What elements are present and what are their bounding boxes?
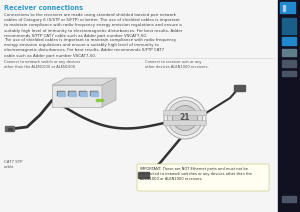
Text: 21: 21: [180, 113, 190, 123]
Bar: [57, 91, 65, 96]
Bar: [90, 91, 98, 96]
Ellipse shape: [167, 100, 202, 135]
Polygon shape: [102, 78, 116, 107]
Bar: [282, 196, 296, 202]
Polygon shape: [52, 78, 116, 85]
Bar: [100, 99, 103, 101]
Bar: [96, 99, 98, 101]
Bar: [80, 92, 86, 95]
FancyBboxPatch shape: [164, 120, 206, 126]
Bar: [91, 92, 98, 95]
Text: The use of shielded cables is important to maintain compliance with radio freque: The use of shielded cables is important …: [4, 38, 176, 58]
Bar: [79, 91, 87, 96]
Bar: [282, 71, 296, 76]
Ellipse shape: [172, 106, 197, 131]
Bar: [282, 60, 296, 67]
Text: Connections to the receivers are made using standard shielded twisted pair netwo: Connections to the receivers are made us…: [4, 13, 182, 38]
Bar: [283, 5, 285, 11]
Text: Connect to receiver unit or any
other devices ALEN1000 receivers.: Connect to receiver unit or any other de…: [145, 60, 208, 69]
Bar: [8, 128, 12, 130]
Text: IMPORTANT: These are NOT Ethernet ports and must not be
connected to network swi: IMPORTANT: These are NOT Ethernet ports …: [140, 167, 252, 181]
FancyBboxPatch shape: [5, 127, 14, 131]
Bar: [282, 18, 296, 34]
Bar: [278, 0, 300, 212]
FancyBboxPatch shape: [139, 173, 149, 179]
Text: CAT7 STP
cable: CAT7 STP cable: [4, 160, 22, 169]
Ellipse shape: [164, 97, 206, 139]
Bar: [58, 92, 64, 95]
Text: Connect to network switch or any devices
other than the ALEN1000 or ALEN1000: Connect to network switch or any devices…: [4, 60, 80, 69]
Text: Receiver connections: Receiver connections: [4, 5, 83, 11]
Bar: [282, 49, 296, 56]
FancyBboxPatch shape: [280, 3, 296, 14]
FancyBboxPatch shape: [235, 85, 245, 92]
FancyBboxPatch shape: [137, 164, 269, 191]
Bar: [68, 91, 76, 96]
Polygon shape: [52, 85, 102, 107]
Bar: [282, 37, 296, 45]
Bar: [68, 92, 76, 95]
FancyBboxPatch shape: [164, 110, 206, 116]
